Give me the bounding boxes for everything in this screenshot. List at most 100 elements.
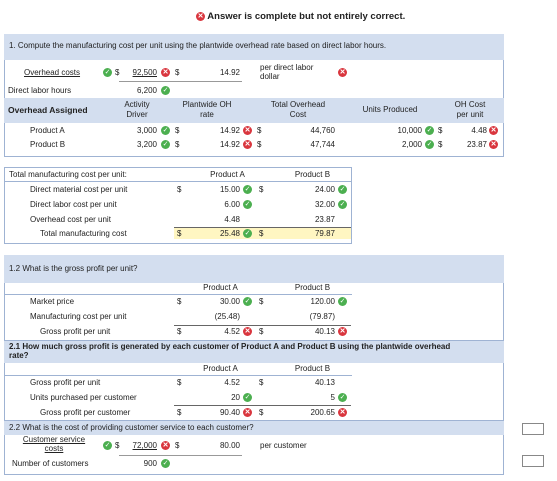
check-icon: ✓ xyxy=(338,200,347,209)
q21-title: 2.1 How much gross profit is generated b… xyxy=(9,342,451,361)
units-b-input[interactable]: 5 xyxy=(330,393,335,402)
gpc-b: 200.65 xyxy=(310,408,335,417)
q12-panel xyxy=(4,283,504,341)
row-b-total: 47,744 xyxy=(310,140,335,149)
col-rate-1: Plantwide OH xyxy=(182,100,232,109)
q21-header xyxy=(4,341,504,363)
units-a-input[interactable]: 20 xyxy=(231,393,240,402)
price-b-input[interactable]: 120.00 xyxy=(310,297,335,306)
table-header-band xyxy=(4,98,504,123)
check-icon: ✓ xyxy=(338,185,347,194)
dollar-sign: $ xyxy=(175,140,180,149)
dollar-sign: $ xyxy=(177,408,182,417)
mfg-row-label: Direct labor cost per unit xyxy=(30,200,117,209)
gpu-a: 4.52 xyxy=(224,378,240,387)
gp-label: Gross profit per unit xyxy=(40,327,111,336)
cross-icon: ✕ xyxy=(161,441,170,450)
cs-rate-input[interactable]: 80.00 xyxy=(219,441,240,450)
gp-b-input[interactable]: 40.13 xyxy=(314,327,335,336)
divider xyxy=(119,455,242,456)
q22-title: 2.2 What is the cost of providing custom… xyxy=(9,423,254,432)
dollar-sign: $ xyxy=(177,229,182,238)
mfg-header: Total manufacturing cost per unit: xyxy=(9,170,127,179)
cs-label-1: Customer service xyxy=(22,435,86,444)
cross-icon: ✕ xyxy=(338,327,347,336)
overhead-costs-label: Overhead costs xyxy=(24,68,81,77)
dollar-sign: $ xyxy=(175,68,180,77)
units-label: Units purchased per customer xyxy=(30,393,137,402)
dollar-sign: $ xyxy=(259,408,264,417)
check-icon: ✓ xyxy=(161,86,170,95)
dollar-sign: $ xyxy=(175,441,180,450)
q21-panel xyxy=(4,363,504,421)
row-a-driver-input[interactable]: 3,000 xyxy=(136,126,157,135)
cs-label-2: costs xyxy=(44,444,64,453)
mfg-dl-b-input[interactable]: 32.00 xyxy=(314,200,335,209)
dollar-sign: $ xyxy=(438,140,443,149)
gpu-b: 40.13 xyxy=(314,378,335,387)
gp-a-input[interactable]: 4.52 xyxy=(224,327,240,336)
cross-icon: ✕ xyxy=(243,327,252,336)
q21-col-b: Product B xyxy=(294,364,331,373)
gpc-a: 90.40 xyxy=(219,408,240,417)
mfg-total-a: 25.48 xyxy=(219,229,240,238)
overhead-costs-input[interactable]: 92,500 xyxy=(132,68,157,77)
row-b-rate-input[interactable]: 14.92 xyxy=(219,140,240,149)
cross-icon: ✕ xyxy=(489,126,498,135)
price-label: Market price xyxy=(30,297,75,306)
cost-b: (79.87) xyxy=(309,312,335,321)
row-b-driver-input[interactable]: 3,200 xyxy=(136,140,157,149)
row-a-oh-input[interactable]: 4.48 xyxy=(471,126,487,135)
cross-icon: ✕ xyxy=(196,12,205,21)
dollar-sign: $ xyxy=(115,441,120,450)
price-a-input[interactable]: 30.00 xyxy=(219,297,240,306)
col-activity-1: Activity xyxy=(124,100,150,109)
row-a-name: Product A xyxy=(30,126,65,135)
row-b-units-input[interactable]: 2,000 xyxy=(401,140,422,149)
col-rate-2: rate xyxy=(200,110,214,119)
row-b-oh-input[interactable]: 23.87 xyxy=(466,140,487,149)
cost-a: (25.48) xyxy=(214,312,240,321)
dollar-sign: $ xyxy=(438,126,443,135)
dlh-label: Direct labor hours xyxy=(8,86,72,95)
banner-text: Answer is complete but not entirely corr… xyxy=(207,11,406,23)
dollar-sign: $ xyxy=(257,126,262,135)
side-box xyxy=(522,455,544,467)
gpu-label: Gross profit per unit xyxy=(30,378,101,387)
q12-title: 1.2 What is the gross profit per unit? xyxy=(9,264,138,273)
check-icon: ✓ xyxy=(243,229,252,238)
dollar-sign: $ xyxy=(177,327,182,336)
cross-icon: ✕ xyxy=(338,68,347,77)
dlh-input[interactable]: 6,200 xyxy=(136,86,157,95)
col-total-2: Cost xyxy=(289,110,307,119)
cust-value-input[interactable]: 900 xyxy=(143,459,157,468)
check-icon: ✓ xyxy=(161,459,170,468)
col-activity-2: Driver xyxy=(126,110,148,119)
q1-title: 1. Compute the manufacturing cost per un… xyxy=(9,41,387,50)
check-icon: ✓ xyxy=(161,126,170,135)
mfg-dm-b-input[interactable]: 24.00 xyxy=(314,185,335,194)
mfg-panel xyxy=(4,167,352,244)
divider xyxy=(4,181,352,182)
dollar-sign: $ xyxy=(259,229,264,238)
mfg-total-label: Total manufacturing cost xyxy=(40,229,127,238)
cross-icon: ✕ xyxy=(489,140,498,149)
dollar-sign: $ xyxy=(259,297,264,306)
cs-unit: per customer xyxy=(260,441,307,450)
row-a-rate-input[interactable]: 14.92 xyxy=(219,126,240,135)
divider xyxy=(174,405,351,406)
plantwide-rate-input[interactable]: 14.92 xyxy=(219,68,240,77)
check-icon: ✓ xyxy=(425,140,434,149)
mfg-dm-a-input[interactable]: 15.00 xyxy=(219,185,240,194)
check-icon: ✓ xyxy=(425,126,434,135)
mfg-row-label: Overhead cost per unit xyxy=(30,215,111,224)
divider xyxy=(174,227,351,228)
check-icon: ✓ xyxy=(103,68,112,77)
cs-value-input[interactable]: 72,000 xyxy=(132,441,157,450)
dollar-sign: $ xyxy=(259,185,264,194)
q22-panel xyxy=(4,435,504,475)
row-a-units-input[interactable]: 10,000 xyxy=(397,126,422,135)
mfg-dl-a-input[interactable]: 6.00 xyxy=(224,200,240,209)
check-icon: ✓ xyxy=(243,200,252,209)
check-icon: ✓ xyxy=(161,140,170,149)
